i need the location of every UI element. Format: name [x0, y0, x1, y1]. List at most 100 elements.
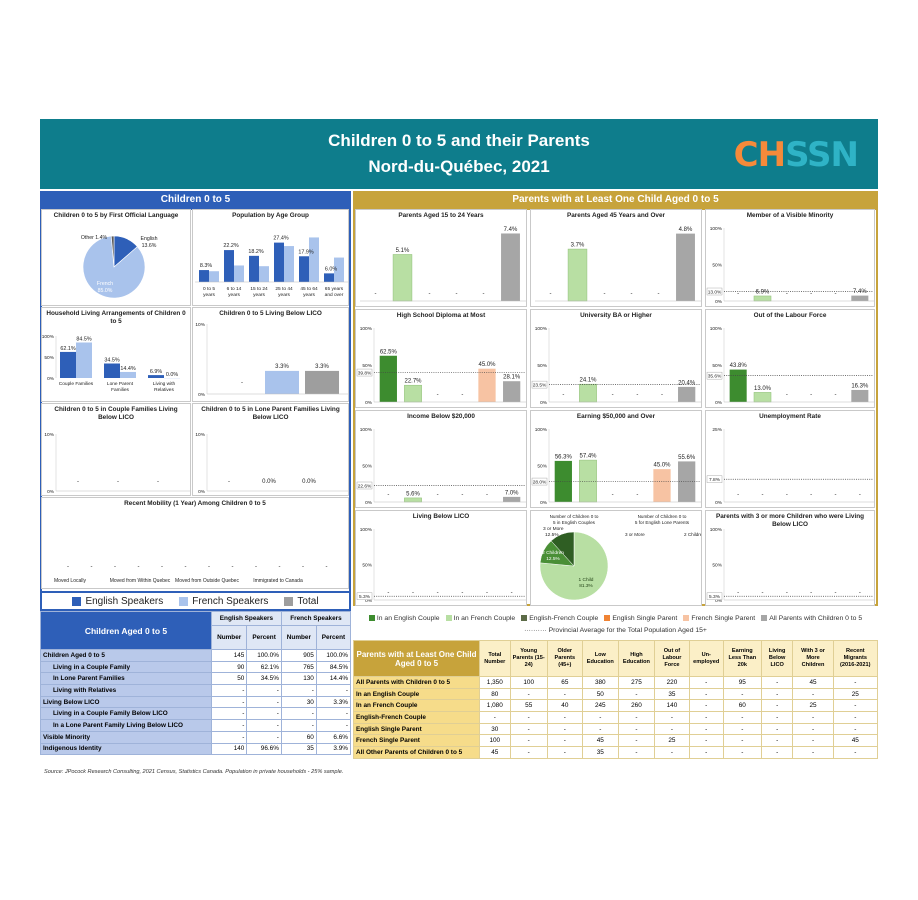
table-cell: 14.4%: [315, 672, 352, 686]
slice-label: 1 Child: [655, 570, 670, 576]
y-tick-label: 100%: [710, 226, 723, 232]
chart-title: Earning $50,000 and Over: [576, 413, 656, 420]
table-cell: 60: [280, 730, 317, 744]
chart-visible-minority: Member of a Visible Minority 100% 50% 0% - 6.…: [705, 209, 875, 307]
legend-label: French Single Parent: [691, 615, 756, 622]
bar: [249, 255, 259, 282]
chart-out-of-labour: Out of the Labour Force 100% 50% 0% 43.8% 13.…: [705, 309, 875, 408]
bar: [503, 496, 521, 502]
data-label: 57.4%: [579, 454, 597, 460]
data-label: -: [835, 590, 837, 596]
bar: [404, 497, 422, 503]
table-cell: -: [315, 684, 352, 697]
data-label: -: [326, 564, 328, 570]
data-label: 56.3%: [555, 454, 573, 460]
table-cell: -: [688, 699, 724, 713]
provincial-average-box: [706, 371, 723, 380]
table-cell: -: [760, 711, 794, 724]
table-column-header: With 3 or More Children: [792, 640, 834, 677]
data-label: 22.7%: [404, 379, 422, 385]
table-cell: -: [581, 711, 619, 724]
table-cell: -: [792, 746, 834, 759]
legend-label: In an English Couple: [376, 615, 440, 622]
table-cell: -: [688, 676, 724, 689]
chart-high-school-svg: 100% 50% 0% 62.5% 22.7% - - 45.0% 28.1% 39.8%: [356, 326, 526, 406]
legend-label: English-French Couple: [529, 615, 599, 622]
table-row: Children Aged 0 to 5 145 100.0% 905 100.0%: [40, 649, 352, 662]
data-label: -: [511, 590, 513, 596]
chart-title: Parents with 3 or more Children who were…: [715, 513, 865, 528]
table-cell: -: [546, 746, 583, 759]
x-tick-label: Moved Locally: [54, 578, 86, 584]
data-label: -: [255, 564, 257, 570]
table-cell: 45: [832, 734, 879, 748]
legend-parents: In an English Couple In an French Couple…: [353, 612, 878, 638]
row-label: Living in a Couple Family: [40, 660, 212, 674]
table-cell: -: [760, 734, 794, 748]
legend-item-en-couple: In an English Couple: [368, 615, 440, 622]
data-label: -: [786, 492, 788, 498]
row-label: In Lone Parent Families: [40, 672, 212, 686]
provincial-average-box: [356, 481, 373, 490]
chart-title: Children 0 to 5 Living Below LICO: [219, 310, 322, 317]
table-cell: 35: [654, 687, 690, 701]
provincial-average-box: [356, 368, 373, 377]
data-label: -: [461, 492, 463, 498]
data-label: -: [658, 291, 660, 297]
bar: [653, 469, 671, 502]
children-count-pies: Number of Children 0 to 5 in English Coup…: [530, 510, 702, 606]
data-label: -: [661, 392, 663, 398]
bar: [259, 266, 269, 282]
y-tick-label: 50%: [537, 363, 547, 369]
provincial-average-label: 5.3%: [359, 594, 371, 600]
data-label: 18.2%: [248, 249, 263, 255]
legend-label: All Parents with Children 0 to 5: [769, 615, 863, 622]
y-tick-label: 10%: [195, 322, 205, 328]
provincial-average-box: [706, 287, 723, 296]
table-cell: 30: [479, 722, 511, 736]
data-label: 34.5%: [104, 358, 119, 364]
y-tick-label: 0%: [198, 392, 206, 398]
table-cell: -: [581, 722, 619, 736]
table-cell: -: [832, 711, 879, 724]
y-tick-label: 0%: [365, 598, 373, 604]
row-label: Visible Minority: [40, 730, 212, 744]
data-label: 3.3%: [315, 364, 329, 370]
provincial-average-box: [531, 477, 548, 486]
data-label: -: [810, 392, 812, 398]
row-label: English-French Couple: [353, 711, 480, 724]
table-group-header: French Speakers: [280, 611, 352, 626]
table-cell: -: [246, 707, 282, 721]
provincial-average-box: [706, 592, 723, 600]
table-column-header: Number: [210, 625, 248, 650]
bar: [753, 392, 772, 403]
bar: [567, 248, 588, 302]
chart-title: Recent Mobility (1 Year) Among Children …: [124, 500, 266, 507]
data-label: -: [437, 392, 439, 398]
chart-title: Population by Age Group: [232, 212, 309, 219]
provincial-average-label: 35.6%: [708, 374, 722, 380]
table-cell: 220: [654, 676, 690, 689]
bar: [503, 381, 521, 402]
bar: [379, 355, 397, 402]
row-label: Living in a Couple Family Below LICO: [40, 707, 212, 721]
table-row: Visible Minority - -60 6.6%: [40, 730, 352, 744]
data-label: -: [412, 590, 414, 596]
chart-recent-mobility-svg: - - - - - - - - - - - - Moved Locally Moved from With…: [54, 564, 328, 584]
table-cell: -: [210, 707, 248, 721]
table-cell: -: [792, 722, 834, 736]
y-tick-label: 50%: [362, 363, 372, 369]
table-column-header: Earning Less Than 20k: [722, 640, 762, 677]
data-label: 3.7%: [571, 243, 585, 249]
table-column-header: Low Education: [581, 640, 619, 677]
parents-table: Parents with at Least One Child Aged 0 t…: [353, 640, 879, 759]
x-tick-label: Immigrated to Canada: [253, 578, 303, 584]
legend-label: French Speakers: [192, 595, 269, 607]
data-label: -: [612, 492, 614, 498]
table-cell: -: [617, 746, 656, 759]
table-cell: 96.6%: [246, 742, 282, 756]
y-tick-label: 50%: [44, 355, 54, 361]
data-label: -: [483, 291, 485, 297]
bar: [678, 386, 696, 402]
data-label: -: [737, 291, 739, 297]
